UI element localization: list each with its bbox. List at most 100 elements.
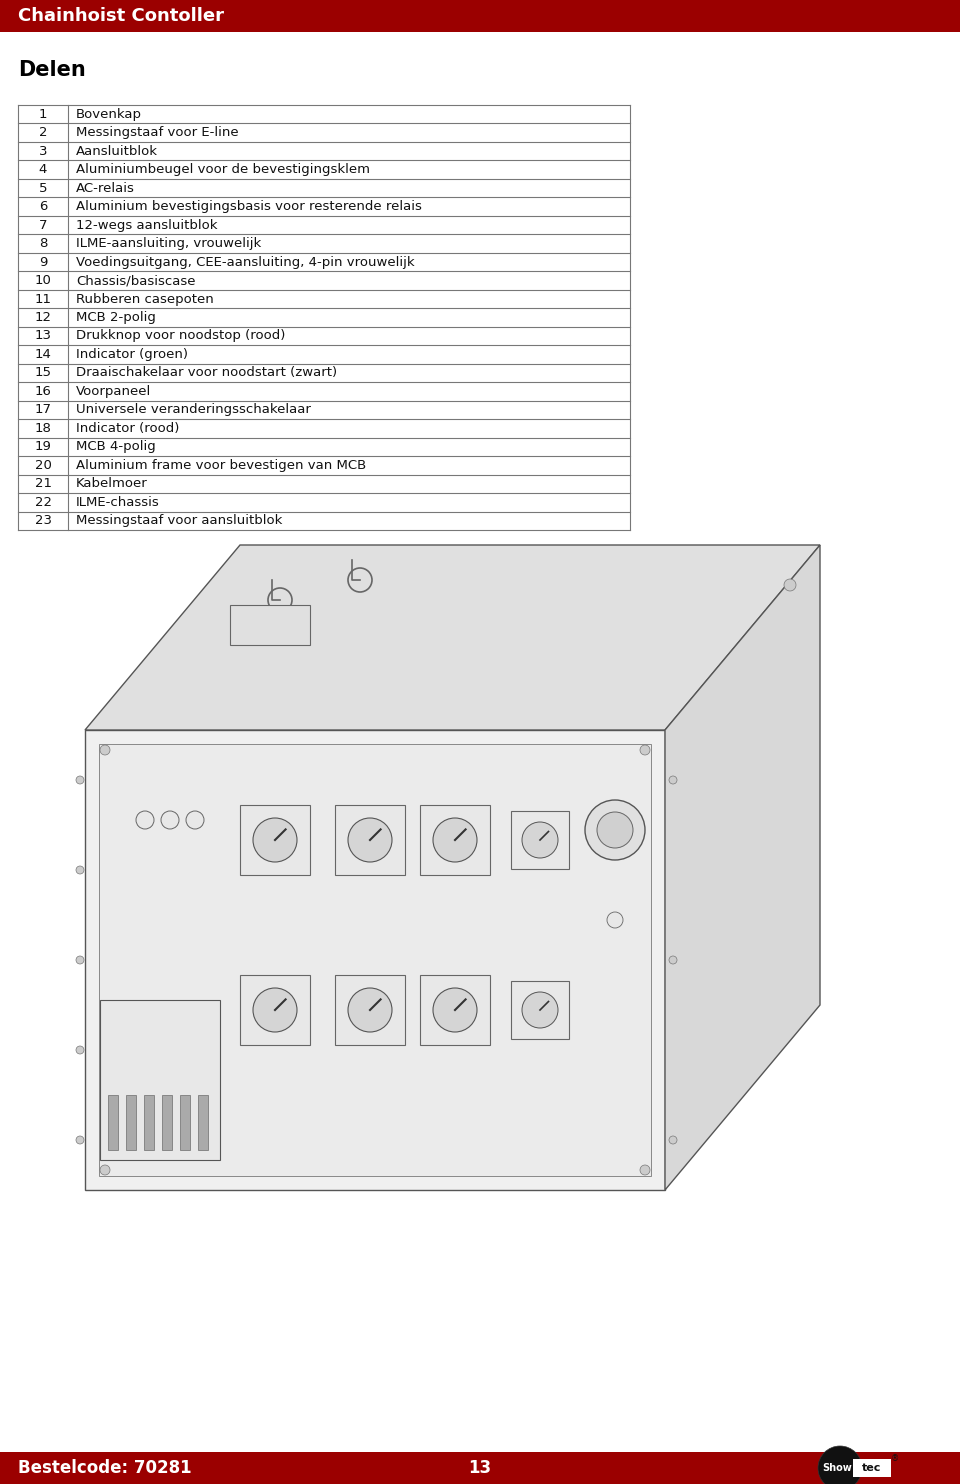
Text: Bestelcode: 70281: Bestelcode: 70281 xyxy=(18,1459,192,1477)
Circle shape xyxy=(669,776,677,784)
Text: 21: 21 xyxy=(35,478,52,490)
Text: 10: 10 xyxy=(35,275,52,286)
Circle shape xyxy=(253,988,297,1031)
Bar xyxy=(144,1095,154,1150)
Text: 14: 14 xyxy=(35,347,52,361)
Bar xyxy=(952,1451,960,1484)
Circle shape xyxy=(433,988,477,1031)
Text: Aluminiumbeugel voor de bevestigingsklem: Aluminiumbeugel voor de bevestigingsklem xyxy=(76,163,370,177)
Text: 3: 3 xyxy=(38,145,47,157)
Circle shape xyxy=(186,810,204,830)
Text: AC-relais: AC-relais xyxy=(76,181,134,194)
Text: MCB 4-polig: MCB 4-polig xyxy=(76,441,156,453)
Circle shape xyxy=(76,776,84,784)
Text: 16: 16 xyxy=(35,384,52,398)
Circle shape xyxy=(76,1135,84,1144)
FancyBboxPatch shape xyxy=(511,810,569,870)
Text: 20: 20 xyxy=(35,459,52,472)
Circle shape xyxy=(669,1135,677,1144)
Text: Voorpaneel: Voorpaneel xyxy=(76,384,152,398)
Circle shape xyxy=(100,1165,110,1175)
Text: tec: tec xyxy=(862,1463,881,1474)
Text: Draaischakelaar voor noodstart (zwart): Draaischakelaar voor noodstart (zwart) xyxy=(76,367,337,380)
Text: 5: 5 xyxy=(38,181,47,194)
Circle shape xyxy=(100,745,110,755)
Bar xyxy=(230,605,310,646)
Text: ILME-aansluiting, vrouwelijk: ILME-aansluiting, vrouwelijk xyxy=(76,237,261,251)
Text: Kabelmoer: Kabelmoer xyxy=(76,478,148,490)
Text: Indicator (rood): Indicator (rood) xyxy=(76,421,180,435)
FancyBboxPatch shape xyxy=(240,975,310,1045)
Circle shape xyxy=(433,818,477,862)
Circle shape xyxy=(597,812,633,847)
Text: Voedingsuitgang, CEE-aansluiting, 4-pin vrouwelijk: Voedingsuitgang, CEE-aansluiting, 4-pin … xyxy=(76,255,415,269)
Text: Bovenkap: Bovenkap xyxy=(76,108,142,120)
Text: Chassis/basiscase: Chassis/basiscase xyxy=(76,275,196,286)
Bar xyxy=(853,1459,891,1477)
Circle shape xyxy=(522,822,558,858)
Circle shape xyxy=(76,867,84,874)
Bar xyxy=(0,0,960,33)
Circle shape xyxy=(76,1046,84,1054)
Circle shape xyxy=(348,988,392,1031)
Polygon shape xyxy=(99,743,651,1175)
Circle shape xyxy=(253,818,297,862)
Bar xyxy=(198,1095,208,1150)
Text: Messingstaaf voor aansluitblok: Messingstaaf voor aansluitblok xyxy=(76,515,282,527)
Text: Delen: Delen xyxy=(18,59,85,80)
Text: 17: 17 xyxy=(35,404,52,417)
Circle shape xyxy=(640,745,650,755)
Text: ILME-chassis: ILME-chassis xyxy=(76,496,159,509)
Circle shape xyxy=(76,956,84,965)
Text: 12: 12 xyxy=(35,312,52,324)
Text: Indicator (groen): Indicator (groen) xyxy=(76,347,188,361)
Text: Aluminium bevestigingsbasis voor resterende relais: Aluminium bevestigingsbasis voor restere… xyxy=(76,200,421,214)
Circle shape xyxy=(669,956,677,965)
Bar xyxy=(0,1451,960,1484)
Text: Drukknop voor noodstop (rood): Drukknop voor noodstop (rood) xyxy=(76,329,285,343)
Bar xyxy=(180,1095,190,1150)
Circle shape xyxy=(784,579,796,591)
Text: 18: 18 xyxy=(35,421,52,435)
Text: Aansluitblok: Aansluitblok xyxy=(76,145,158,157)
Circle shape xyxy=(522,991,558,1028)
FancyBboxPatch shape xyxy=(420,804,490,876)
Text: Show: Show xyxy=(822,1463,852,1474)
Text: Messingstaaf voor E-line: Messingstaaf voor E-line xyxy=(76,126,239,139)
Bar xyxy=(126,1095,136,1150)
FancyBboxPatch shape xyxy=(420,975,490,1045)
Bar xyxy=(108,1095,118,1150)
Text: 13: 13 xyxy=(468,1459,492,1477)
Circle shape xyxy=(136,810,154,830)
Text: 8: 8 xyxy=(38,237,47,251)
Polygon shape xyxy=(85,545,820,730)
Bar xyxy=(162,1095,172,1150)
Text: 11: 11 xyxy=(35,292,52,306)
Text: 22: 22 xyxy=(35,496,52,509)
Text: 15: 15 xyxy=(35,367,52,380)
Text: 19: 19 xyxy=(35,441,52,453)
Circle shape xyxy=(585,800,645,861)
Text: Chainhoist Contoller: Chainhoist Contoller xyxy=(18,7,224,25)
Text: 7: 7 xyxy=(38,218,47,232)
FancyBboxPatch shape xyxy=(511,981,569,1039)
Circle shape xyxy=(607,913,623,928)
Circle shape xyxy=(161,810,179,830)
Text: MCB 2-polig: MCB 2-polig xyxy=(76,312,156,324)
Text: 1: 1 xyxy=(38,108,47,120)
Text: Rubberen casepoten: Rubberen casepoten xyxy=(76,292,214,306)
Text: 2: 2 xyxy=(38,126,47,139)
Circle shape xyxy=(348,818,392,862)
Text: Universele veranderingsschakelaar: Universele veranderingsschakelaar xyxy=(76,404,311,417)
Text: 6: 6 xyxy=(38,200,47,214)
FancyBboxPatch shape xyxy=(335,975,405,1045)
FancyBboxPatch shape xyxy=(335,804,405,876)
FancyBboxPatch shape xyxy=(240,804,310,876)
Circle shape xyxy=(640,1165,650,1175)
Text: Aluminium frame voor bevestigen van MCB: Aluminium frame voor bevestigen van MCB xyxy=(76,459,367,472)
Text: 13: 13 xyxy=(35,329,52,343)
Bar xyxy=(100,1000,220,1160)
Polygon shape xyxy=(85,730,665,1190)
Text: 12-wegs aansluitblok: 12-wegs aansluitblok xyxy=(76,218,218,232)
Text: ®: ® xyxy=(891,1454,900,1463)
